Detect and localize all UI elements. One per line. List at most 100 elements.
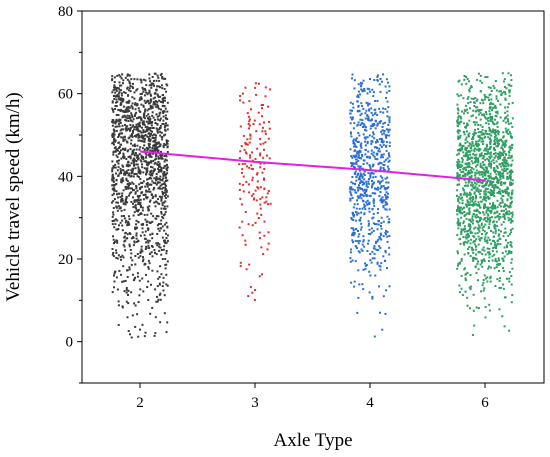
data-point [370,231,373,234]
data-point [162,115,165,118]
data-point [457,175,460,177]
data-point [488,165,491,168]
data-point [475,203,478,206]
data-point [149,98,152,101]
data-point [128,106,131,109]
data-point [354,219,357,222]
data-point [371,125,374,128]
data-point [362,123,365,126]
data-point [369,259,372,262]
data-point [486,276,489,279]
data-point [139,234,142,237]
data-point [267,242,270,245]
data-point [373,192,376,195]
data-point [379,232,382,235]
data-point [111,167,114,170]
data-point [496,180,499,183]
data-point [126,86,129,89]
data-point [359,145,362,147]
data-point [480,200,483,203]
data-point [368,164,371,167]
data-point [159,227,162,230]
data-point [457,107,459,110]
data-point [372,198,375,201]
data-point [466,159,469,161]
data-point [127,120,130,122]
data-point [457,129,460,132]
data-point [485,220,488,223]
data-point [367,232,370,235]
data-point [384,193,387,196]
data-point [496,142,499,144]
data-point [506,114,509,117]
data-point [466,78,469,80]
data-point [465,126,468,129]
data-point [120,98,123,101]
data-point [484,116,487,119]
data-point [388,116,391,119]
data-point [480,131,483,134]
data-point [466,171,469,174]
data-point [158,79,161,82]
data-point [120,89,123,92]
data-point [492,235,495,238]
data-point [384,196,387,199]
data-point [121,219,124,222]
data-point [141,140,144,143]
data-point [111,133,114,136]
data-point [362,200,365,203]
data-point [376,124,379,127]
data-point [155,215,158,218]
data-point [479,216,482,219]
data-point [370,261,373,264]
data-point [474,110,477,113]
data-point [470,160,473,163]
data-point [477,72,480,75]
data-point [142,120,145,123]
data-point [363,174,366,177]
data-point [149,171,152,174]
data-point [502,287,505,290]
data-point [469,147,472,150]
y-tick-label: 80 [58,4,73,20]
data-point [151,197,154,199]
data-point [118,172,121,175]
data-point [121,254,124,257]
data-point [360,85,362,88]
data-point [474,132,477,135]
data-point [511,117,514,120]
data-point [360,179,363,182]
data-point [500,152,503,155]
data-point [360,157,363,160]
data-point [503,209,505,212]
data-point [500,286,503,289]
data-point [355,158,358,161]
data-point [386,157,389,160]
data-point [364,208,367,211]
data-point [136,163,139,166]
data-point [156,123,159,126]
data-point [494,230,497,232]
data-point [492,169,495,172]
data-point [487,214,490,217]
data-point [379,199,382,202]
data-point [479,181,482,184]
data-point [493,146,496,149]
data-point [245,181,248,183]
data-point [141,323,144,326]
data-point [130,187,133,190]
data-point [122,256,125,259]
data-point [146,135,149,138]
data-point [113,166,116,169]
data-point [142,136,145,139]
data-point [150,94,152,97]
data-point [497,144,500,147]
data-point [119,132,122,135]
data-point [500,180,503,183]
data-point [166,284,169,287]
data-point [130,291,133,294]
data-point [366,87,369,90]
data-point [505,165,507,168]
data-point [372,222,375,225]
data-point [373,257,376,260]
